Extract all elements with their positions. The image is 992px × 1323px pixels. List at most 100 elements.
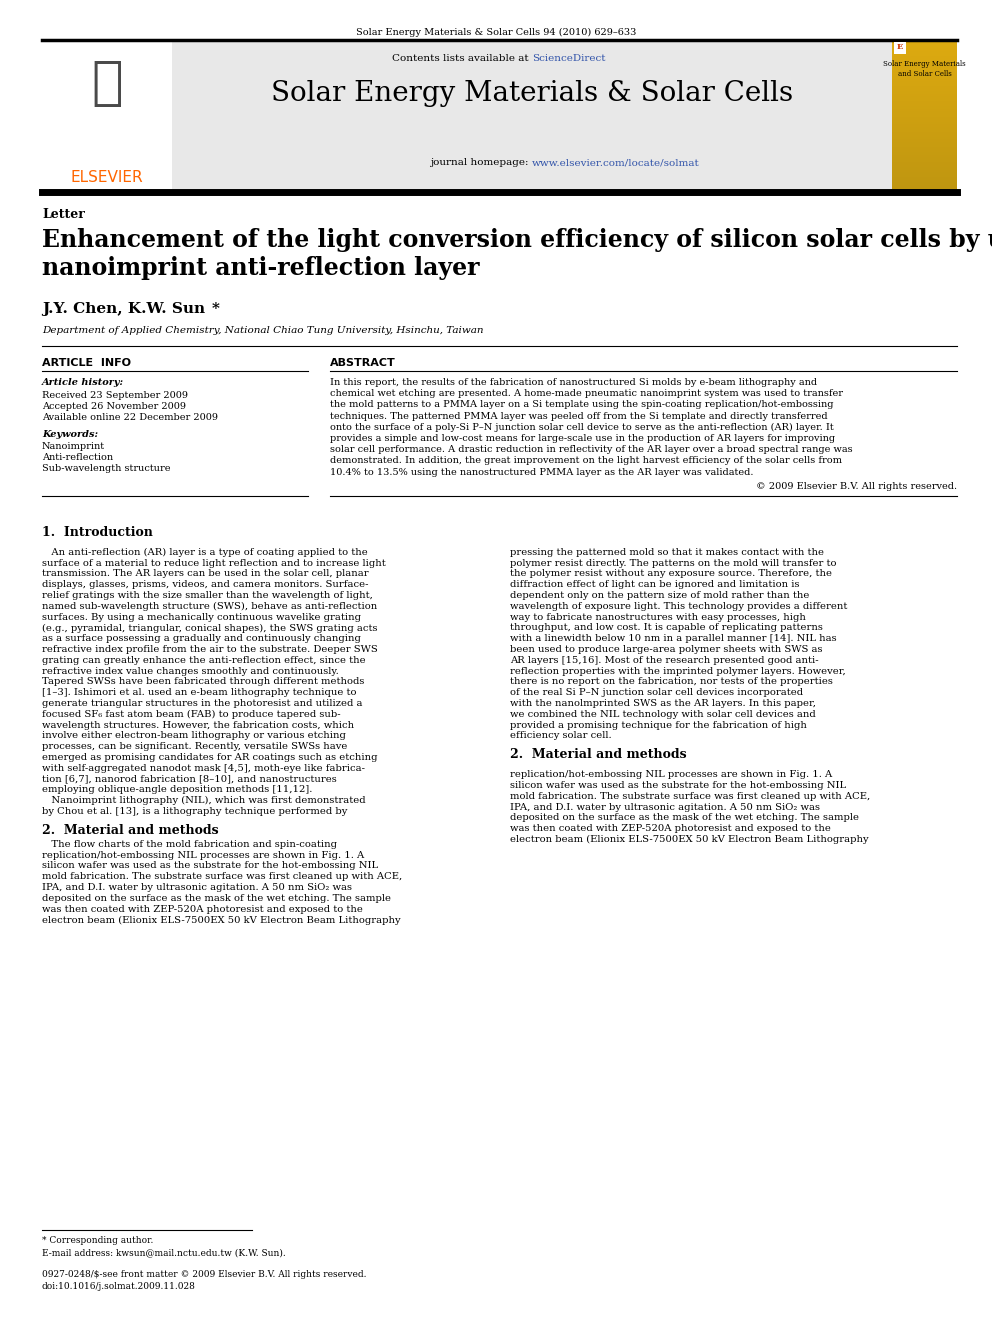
Bar: [892, 102, 957, 103]
Text: * Corresponding author.: * Corresponding author.: [42, 1236, 154, 1245]
Text: of the real Si P–N junction solar cell devices incorporated: of the real Si P–N junction solar cell d…: [510, 688, 804, 697]
Text: surfaces. By using a mechanically continuous wavelike grating: surfaces. By using a mechanically contin…: [42, 613, 361, 622]
Bar: [892, 130, 957, 131]
Bar: [892, 85, 957, 86]
Bar: [892, 97, 957, 98]
Text: mold fabrication. The substrate surface was first cleaned up with ACE,: mold fabrication. The substrate surface …: [510, 791, 870, 800]
Text: there is no report on the fabrication, nor tests of the properties: there is no report on the fabrication, n…: [510, 677, 833, 687]
Text: diffraction effect of light can be ignored and limitation is: diffraction effect of light can be ignor…: [510, 581, 800, 589]
Bar: [892, 115, 957, 116]
Bar: [892, 179, 957, 180]
Bar: [892, 159, 957, 160]
Text: (e.g., pyramidal, triangular, conical shapes), the SWS grating acts: (e.g., pyramidal, triangular, conical sh…: [42, 623, 378, 632]
Bar: [892, 163, 957, 164]
Text: chemical wet etching are presented. A home-made pneumatic nanoimprint system was: chemical wet etching are presented. A ho…: [330, 389, 843, 398]
Bar: [172, 40, 892, 192]
Text: throughput, and low cost. It is capable of replicating patterns: throughput, and low cost. It is capable …: [510, 623, 823, 632]
Bar: [892, 142, 957, 143]
Bar: [892, 97, 957, 98]
Text: [1–3]. Ishimori et al. used an e-beam lithography technique to: [1–3]. Ishimori et al. used an e-beam li…: [42, 688, 356, 697]
Text: Available online 22 December 2009: Available online 22 December 2009: [42, 413, 218, 422]
Text: ScienceDirect: ScienceDirect: [532, 54, 605, 64]
Bar: [892, 157, 957, 159]
Text: with a linewidth below 10 nm in a parallel manner [14]. NIL has: with a linewidth below 10 nm in a parall…: [510, 634, 836, 643]
Bar: [892, 172, 957, 173]
Bar: [892, 89, 957, 90]
Bar: [892, 87, 957, 89]
Text: 10.4% to 13.5% using the nanostructured PMMA layer as the AR layer was validated: 10.4% to 13.5% using the nanostructured …: [330, 467, 754, 476]
Bar: [892, 120, 957, 123]
Text: transmission. The AR layers can be used in the solar cell, planar: transmission. The AR layers can be used …: [42, 569, 369, 578]
Bar: [892, 107, 957, 108]
Bar: [892, 75, 957, 78]
Bar: [892, 49, 957, 50]
Bar: [892, 71, 957, 74]
Text: silicon wafer was used as the substrate for the hot-embossing NIL: silicon wafer was used as the substrate …: [510, 781, 846, 790]
Bar: [892, 149, 957, 151]
Bar: [892, 44, 957, 45]
Bar: [892, 143, 957, 144]
Text: generate triangular structures in the photoresist and utilized a: generate triangular structures in the ph…: [42, 699, 362, 708]
Bar: [892, 52, 957, 53]
Bar: [892, 188, 957, 189]
Text: was then coated with ZEP-520A photoresist and exposed to the: was then coated with ZEP-520A photoresis…: [510, 824, 831, 833]
Text: tion [6,7], nanorod fabrication [8–10], and nanostructures: tion [6,7], nanorod fabrication [8–10], …: [42, 774, 336, 783]
Bar: [892, 183, 957, 184]
Bar: [892, 140, 957, 142]
Text: grating can greatly enhance the anti-reflection effect, since the: grating can greatly enhance the anti-ref…: [42, 656, 366, 664]
Text: wavelength of exposure light. This technology provides a different: wavelength of exposure light. This techn…: [510, 602, 847, 611]
Text: processes, can be significant. Recently, versatile SWSs have: processes, can be significant. Recently,…: [42, 742, 347, 751]
Bar: [892, 48, 957, 49]
Text: way to fabricate nanostructures with easy processes, high: way to fabricate nanostructures with eas…: [510, 613, 806, 622]
Bar: [892, 98, 957, 99]
Text: In this report, the results of the fabrication of nanostructured Si molds by e-b: In this report, the results of the fabri…: [330, 378, 817, 388]
Text: dependent only on the pattern size of mold rather than the: dependent only on the pattern size of mo…: [510, 591, 809, 601]
Bar: [892, 50, 957, 52]
Bar: [892, 60, 957, 61]
Text: ARTICLE  INFO: ARTICLE INFO: [42, 359, 131, 368]
Bar: [892, 144, 957, 146]
Text: J.Y. Chen, K.W. Sun: J.Y. Chen, K.W. Sun: [42, 302, 205, 316]
Bar: [892, 151, 957, 152]
Text: Nanoimprint: Nanoimprint: [42, 442, 105, 451]
Bar: [892, 134, 957, 135]
Bar: [892, 42, 957, 44]
Bar: [892, 79, 957, 82]
Text: An anti-reflection (AR) layer is a type of coating applied to the: An anti-reflection (AR) layer is a type …: [42, 548, 368, 557]
Bar: [892, 175, 957, 176]
Text: Solar Energy Materials & Solar Cells: Solar Energy Materials & Solar Cells: [271, 79, 793, 107]
Bar: [892, 175, 957, 176]
Bar: [892, 128, 957, 130]
Text: Nanoimprint lithography (NIL), which was first demonstrated: Nanoimprint lithography (NIL), which was…: [42, 796, 366, 806]
Bar: [892, 83, 957, 85]
Bar: [892, 152, 957, 153]
Bar: [892, 164, 957, 165]
Bar: [892, 66, 957, 67]
Text: © 2009 Elsevier B.V. All rights reserved.: © 2009 Elsevier B.V. All rights reserved…: [756, 482, 957, 491]
Bar: [892, 105, 957, 106]
Bar: [892, 149, 957, 152]
Bar: [892, 130, 957, 131]
Bar: [892, 191, 957, 193]
Text: named sub-wavelength structure (SWS), behave as anti-reflection: named sub-wavelength structure (SWS), be…: [42, 602, 377, 611]
Bar: [892, 138, 957, 139]
Bar: [892, 73, 957, 74]
Bar: [892, 54, 957, 56]
Bar: [892, 110, 957, 111]
Text: Solar Energy Materials
and Solar Cells: Solar Energy Materials and Solar Cells: [883, 60, 966, 78]
Bar: [892, 81, 957, 82]
Text: pressing the patterned mold so that it makes contact with the: pressing the patterned mold so that it m…: [510, 548, 824, 557]
Bar: [892, 136, 957, 138]
Text: provides a simple and low-cost means for large-scale use in the production of AR: provides a simple and low-cost means for…: [330, 434, 835, 443]
Text: Contents lists available at: Contents lists available at: [392, 54, 532, 64]
Bar: [892, 126, 957, 127]
Bar: [892, 79, 957, 81]
Bar: [892, 156, 957, 157]
Bar: [892, 95, 957, 97]
Text: replication/hot-embossing NIL processes are shown in Fig. 1. A: replication/hot-embossing NIL processes …: [510, 770, 832, 779]
Text: emerged as promising candidates for AR coatings such as etching: emerged as promising candidates for AR c…: [42, 753, 378, 762]
Text: E-mail address: kwsun@mail.nctu.edu.tw (K.W. Sun).: E-mail address: kwsun@mail.nctu.edu.tw (…: [42, 1248, 286, 1257]
Text: Keywords:: Keywords:: [42, 430, 98, 439]
Bar: [892, 116, 957, 119]
Bar: [892, 118, 957, 119]
